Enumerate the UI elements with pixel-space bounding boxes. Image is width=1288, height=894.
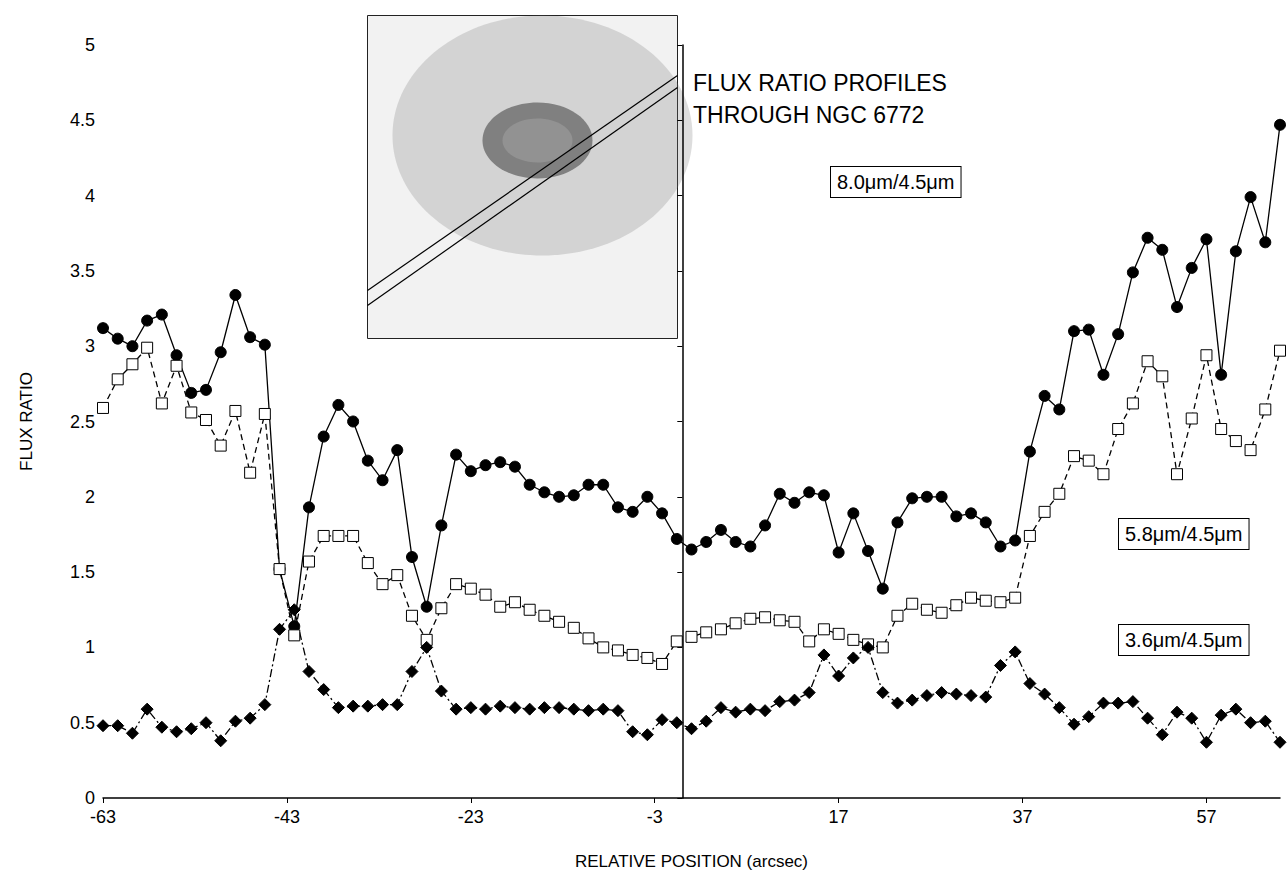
- svg-text:4.5: 4.5: [70, 110, 95, 130]
- svg-text:37: 37: [1013, 807, 1033, 827]
- svg-text:-43: -43: [274, 807, 300, 827]
- svg-text:-63: -63: [90, 807, 116, 827]
- svg-text:3: 3: [85, 336, 95, 356]
- svg-text:1: 1: [85, 637, 95, 657]
- svg-text:4: 4: [85, 186, 95, 206]
- svg-text:8.0μm/4.5μm: 8.0μm/4.5μm: [837, 171, 955, 193]
- svg-text:2.5: 2.5: [70, 412, 95, 432]
- svg-text:RELATIVE POSITION (arcsec): RELATIVE POSITION (arcsec): [575, 852, 808, 871]
- svg-text:0.5: 0.5: [70, 713, 95, 733]
- svg-text:57: 57: [1196, 807, 1216, 827]
- svg-text:1.5: 1.5: [70, 562, 95, 582]
- svg-text:THROUGH NGC 6772: THROUGH NGC 6772: [693, 102, 924, 128]
- svg-text:2: 2: [85, 487, 95, 507]
- svg-text:3.5: 3.5: [70, 261, 95, 281]
- svg-text:17: 17: [829, 807, 849, 827]
- svg-text:FLUX RATIO: FLUX RATIO: [17, 372, 36, 471]
- svg-text:-23: -23: [458, 807, 484, 827]
- svg-text:5: 5: [85, 35, 95, 55]
- svg-text:0: 0: [85, 788, 95, 808]
- svg-text:FLUX RATIO PROFILES: FLUX RATIO PROFILES: [693, 70, 953, 96]
- svg-text:3.6μm/4.5μm: 3.6μm/4.5μm: [1125, 629, 1243, 651]
- svg-text:-3: -3: [647, 807, 663, 827]
- svg-text:5.8μm/4.5μm: 5.8μm/4.5μm: [1125, 523, 1243, 545]
